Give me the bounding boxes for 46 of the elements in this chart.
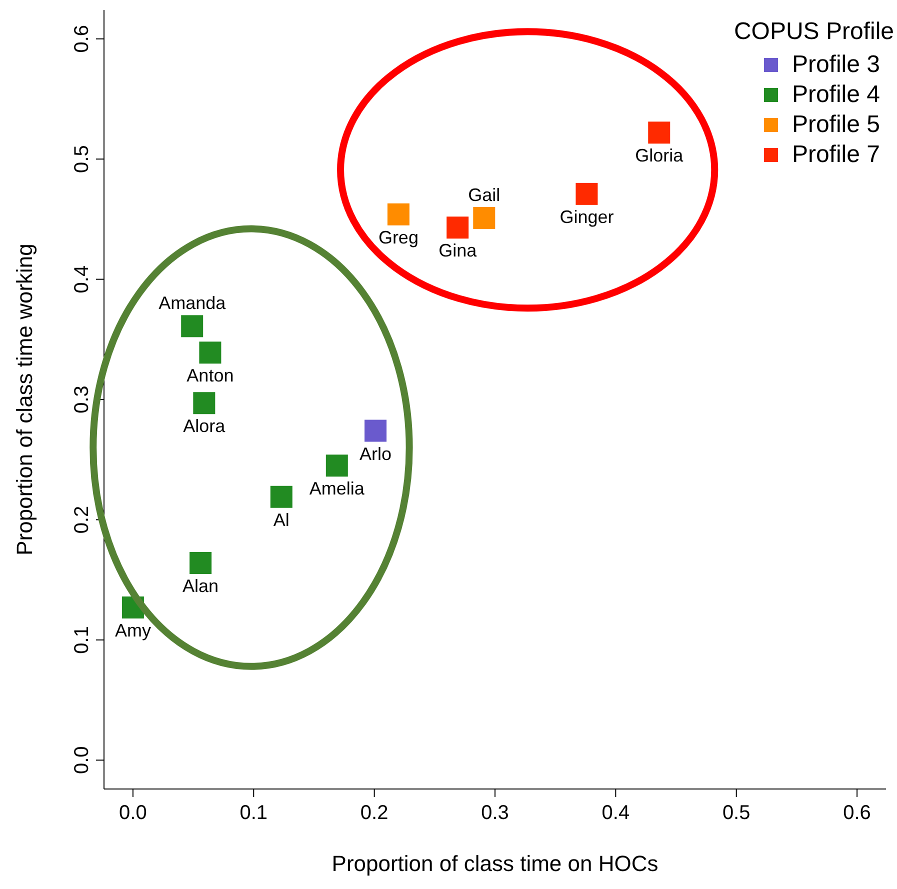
annotation: Amelia xyxy=(309,478,366,499)
annotation: Al xyxy=(273,510,290,530)
annotation: Arlo xyxy=(360,444,392,464)
point xyxy=(387,203,410,226)
legend-label: Profile 7 xyxy=(792,141,880,169)
y-tick-label: 0.0 xyxy=(71,746,93,774)
x-tick-label: 0.0 xyxy=(119,802,147,824)
annotation: Gail xyxy=(468,184,500,205)
y-tick-label: 0.1 xyxy=(71,626,93,654)
x-tick-label: 0.1 xyxy=(240,802,268,824)
y-tick-label: 0.3 xyxy=(71,386,93,414)
legend-label: Profile 3 xyxy=(792,51,880,79)
x-tick-label: 0.3 xyxy=(481,802,509,824)
x-tick-label: 0.5 xyxy=(722,802,750,824)
annotation: Greg xyxy=(378,227,418,248)
x-tick-label: 0.4 xyxy=(602,802,630,824)
point xyxy=(473,206,496,229)
annotation: Gloria xyxy=(635,146,684,166)
point xyxy=(181,315,204,338)
x-axis-title: Proportion of class time on HOCs xyxy=(332,851,658,876)
point xyxy=(326,454,348,477)
x-tick-label: 0.6 xyxy=(843,802,871,824)
legend-label: Profile 5 xyxy=(792,111,880,139)
annotation: Anton xyxy=(186,366,234,386)
annotation: Ginger xyxy=(560,206,614,227)
x-tick-label: 0.2 xyxy=(360,802,388,824)
point xyxy=(446,216,469,239)
y-tick-label: 0.6 xyxy=(71,24,93,53)
point xyxy=(190,552,212,574)
annotation: Amanda xyxy=(158,293,227,314)
annotation: Alora xyxy=(183,416,226,436)
point xyxy=(364,420,387,442)
y-tick-label: 0.2 xyxy=(71,506,93,534)
annotation: Gina xyxy=(438,240,478,261)
legend-title: COPUS Profile xyxy=(734,18,894,46)
point xyxy=(648,122,670,144)
y-tick-label: 0.4 xyxy=(71,265,93,294)
point xyxy=(199,342,222,364)
point xyxy=(193,392,216,414)
legend-label: Profile 4 xyxy=(792,81,880,109)
point xyxy=(576,182,598,205)
y-axis-title: Proportion of class time working xyxy=(12,244,37,556)
annotation: Alan xyxy=(182,576,219,596)
y-tick-label: 0.5 xyxy=(71,145,93,173)
point xyxy=(270,486,292,508)
annotation: Amy xyxy=(114,620,151,640)
